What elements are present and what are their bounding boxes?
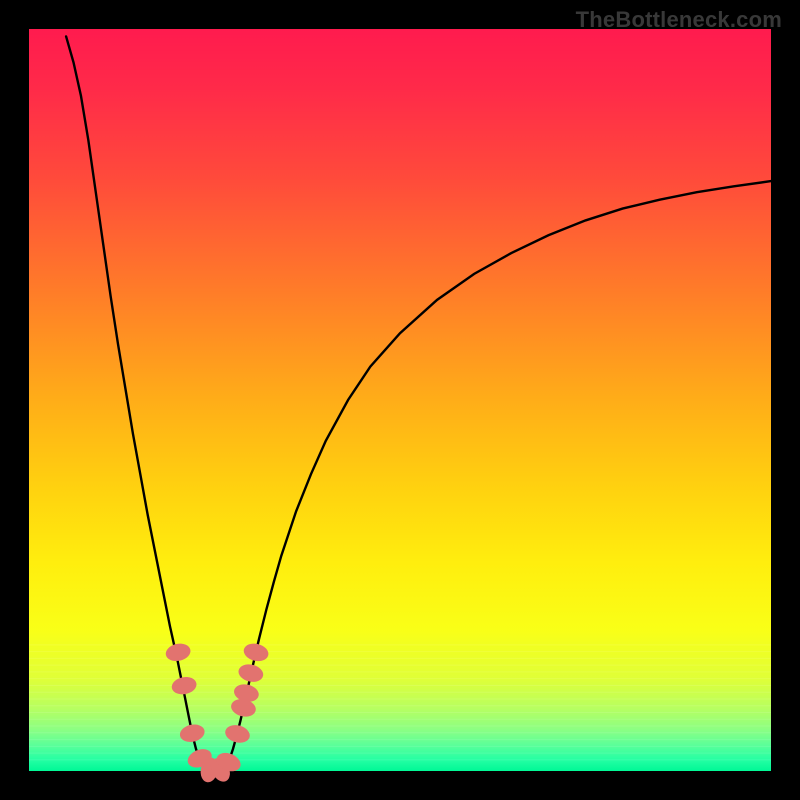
chart-svg <box>0 0 800 800</box>
plot-gradient-area <box>29 29 771 771</box>
chart-root: TheBottleneck.com <box>0 0 800 800</box>
